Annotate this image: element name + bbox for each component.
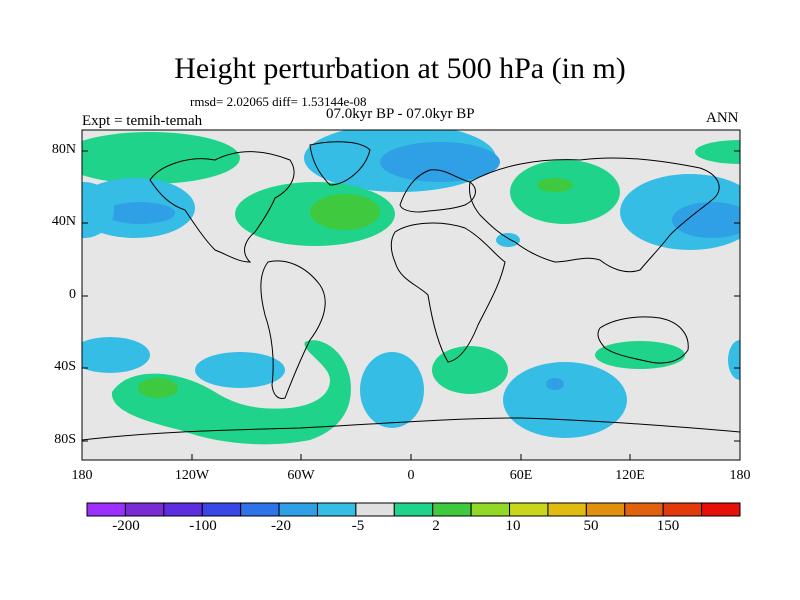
negative-region-south-pacific-east bbox=[195, 352, 285, 388]
colorbar-swatch bbox=[547, 502, 587, 517]
colorbar-swatch bbox=[662, 502, 703, 517]
colorbar-label: 10 bbox=[505, 518, 521, 534]
colorbar-swatch bbox=[585, 502, 626, 517]
coast-africa bbox=[390, 222, 506, 363]
colorbar-swatch bbox=[86, 502, 126, 517]
y-tick-label: 80S bbox=[54, 432, 76, 447]
colorbar-label: 2 bbox=[432, 518, 440, 534]
y-tick-label: 0 bbox=[69, 287, 76, 302]
y-tick-label: 40N bbox=[51, 214, 76, 229]
coast-antarctica bbox=[82, 417, 740, 441]
coast-north-america bbox=[149, 151, 295, 263]
negative-region-westpacific-edge bbox=[82, 182, 114, 238]
x-tick-label: 60E bbox=[509, 468, 533, 483]
negative-core-scandinavia bbox=[380, 142, 500, 182]
colorbar-swatch bbox=[355, 502, 395, 517]
positive-region-south-pacific bbox=[111, 340, 351, 445]
positive-core-south-pacific bbox=[138, 378, 178, 398]
x-tick-label: 0 bbox=[407, 468, 415, 483]
positive-region-south-africa bbox=[432, 346, 508, 394]
colorbar-swatch bbox=[124, 502, 165, 517]
negative-region-mideast bbox=[496, 233, 520, 247]
y-ticks bbox=[82, 150, 740, 442]
positive-region-central-asia bbox=[510, 160, 620, 224]
y-tick-label: 40S bbox=[54, 359, 76, 374]
x-tick-label: 120E bbox=[615, 468, 645, 483]
colorbar-swatch bbox=[701, 502, 741, 517]
negative-core-northeast-asia bbox=[672, 202, 740, 238]
positive-region-north-pacific bbox=[82, 132, 240, 184]
contour-field bbox=[82, 130, 740, 445]
x-tick-label: 60W bbox=[287, 468, 315, 483]
negative-core-southern-indian bbox=[546, 378, 564, 390]
positive-region-australia-south bbox=[595, 341, 685, 369]
x-tick-label: 180 bbox=[729, 468, 751, 483]
coast-australia bbox=[597, 316, 689, 364]
negative-region-south-atlantic bbox=[360, 352, 424, 428]
coast-asia bbox=[469, 157, 720, 273]
negative-region-east-edge bbox=[728, 340, 740, 380]
colorbar-swatch bbox=[432, 502, 472, 517]
positive-core-central-asia bbox=[537, 178, 573, 192]
colorbar-swatch bbox=[624, 502, 664, 517]
colorbar-swatch bbox=[470, 502, 511, 517]
colorbar-swatch bbox=[393, 502, 434, 517]
colorbar bbox=[86, 502, 741, 517]
x-tick-label: 180 bbox=[71, 468, 93, 483]
colorbar-label: -20 bbox=[271, 518, 291, 534]
colorbar-swatch bbox=[163, 502, 203, 517]
coast-south-america bbox=[260, 260, 326, 399]
y-tick-label: 80N bbox=[51, 142, 76, 157]
stats-line: rmsd= 2.02065 diff= 1.53144e-08 bbox=[190, 94, 367, 109]
colorbar-swatch bbox=[278, 502, 318, 517]
colorbar-label: 50 bbox=[583, 518, 599, 534]
coastlines bbox=[82, 141, 740, 441]
colorbar-label: -100 bbox=[189, 518, 217, 534]
x-ticks bbox=[81, 454, 741, 460]
colorbar-label: -200 bbox=[112, 518, 140, 534]
experiment-label: Expt = temih-temah bbox=[82, 113, 203, 129]
season-label: ANN bbox=[706, 110, 739, 126]
colorbar-swatch bbox=[509, 502, 549, 517]
negative-region-south-pacific-west bbox=[82, 337, 150, 373]
negative-region-southern-indian bbox=[503, 362, 627, 438]
colorbar-label: -5 bbox=[351, 518, 365, 534]
negative-core-pacific bbox=[105, 202, 175, 224]
positive-region-bering bbox=[695, 140, 740, 164]
x-tick-label: 120W bbox=[174, 468, 210, 483]
map-title: Height perturbation at 500 hPa (in m) bbox=[174, 52, 626, 85]
colorbar-swatch bbox=[240, 502, 280, 517]
period-label: 07.0kyr BP - 07.0kyr BP bbox=[326, 106, 475, 122]
colorbar-swatch bbox=[316, 502, 357, 517]
colorbar-label: 150 bbox=[656, 518, 680, 534]
coast-greenland bbox=[309, 141, 371, 186]
coast-europe bbox=[399, 169, 476, 213]
positive-core-north-atlantic bbox=[310, 194, 380, 230]
colorbar-swatch bbox=[201, 502, 242, 517]
